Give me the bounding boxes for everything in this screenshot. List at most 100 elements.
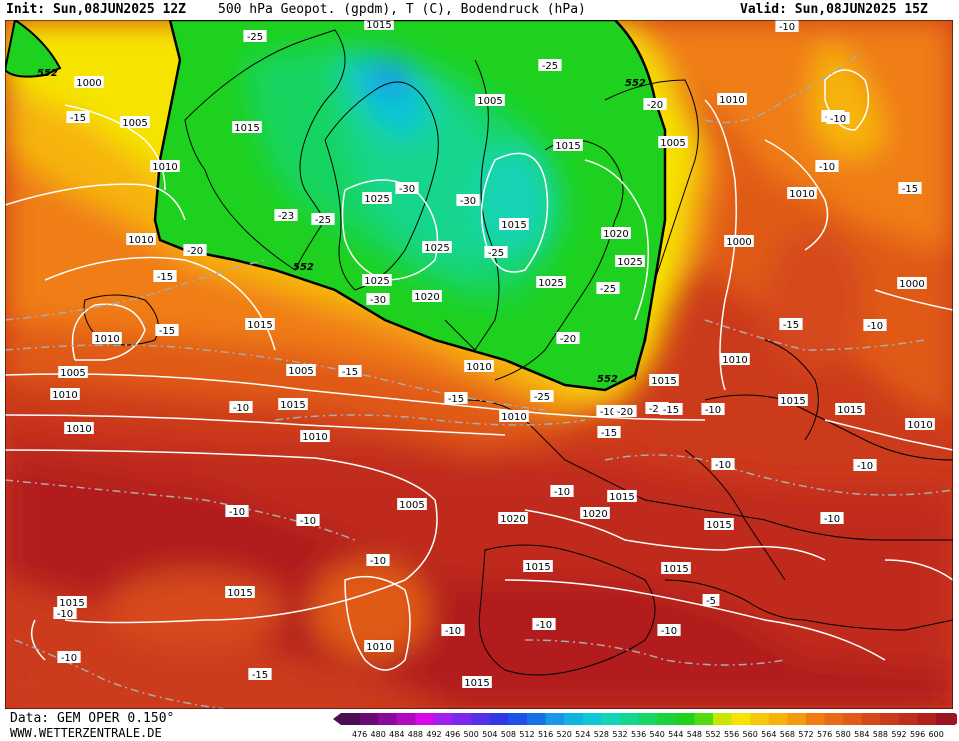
- isotherm-label: -20: [613, 405, 637, 418]
- site-link[interactable]: WWW.WETTERZENTRALE.DE: [10, 726, 162, 740]
- isobar-label: 1020: [498, 512, 528, 525]
- svg-text:-10: -10: [824, 514, 840, 525]
- svg-text:1010: 1010: [466, 362, 491, 373]
- svg-text:-10: -10: [705, 405, 721, 416]
- scale-tick-label: 540: [650, 730, 665, 739]
- isotherm-label: -10: [53, 607, 77, 620]
- isobar-label: 1005: [58, 366, 88, 379]
- isobar-label: 1015: [553, 139, 583, 152]
- svg-text:1015: 1015: [501, 220, 526, 231]
- scale-min-arrow: [333, 713, 341, 725]
- svg-text:1010: 1010: [52, 390, 77, 401]
- temperature-labels: -25 -25 -20 -15 -15 -15 -20 -15 -15 -10 -30 -30 -25 -…: [53, 20, 922, 681]
- svg-text:1000: 1000: [899, 279, 924, 290]
- isobar-label: 1015: [57, 596, 87, 609]
- svg-text:-25: -25: [247, 32, 263, 43]
- svg-text:-30: -30: [460, 196, 476, 207]
- scale-swatch: [806, 713, 825, 725]
- svg-text:1010: 1010: [907, 420, 932, 431]
- svg-text:1015: 1015: [227, 588, 252, 599]
- isotherm-label: -10: [820, 512, 844, 525]
- pressure-labels: 1015 1000 1005 1015 1010 1010 1005 1005 1010 1015…: [50, 20, 935, 689]
- scale-tick-label: 488: [408, 730, 423, 739]
- scale-tick-label: 568: [780, 730, 795, 739]
- isotherm-label: -10: [57, 651, 81, 664]
- temperature-isotherms: [5, 49, 953, 709]
- isotherm-label: -15: [338, 365, 362, 378]
- isobar-label: 1010: [499, 410, 529, 423]
- svg-text:-15: -15: [159, 326, 175, 337]
- isotherm-label: -25: [243, 30, 267, 43]
- scale-swatch: [731, 713, 751, 725]
- scale-tick-label: 524: [575, 730, 590, 739]
- svg-text:-15: -15: [663, 405, 679, 416]
- svg-text:-10: -10: [445, 626, 461, 637]
- svg-text:-15: -15: [342, 367, 358, 378]
- svg-text:1005: 1005: [399, 500, 424, 511]
- svg-text:-15: -15: [70, 113, 86, 124]
- svg-text:1015: 1015: [464, 678, 489, 689]
- svg-text:1010: 1010: [66, 424, 91, 435]
- svg-text:1015: 1015: [247, 320, 272, 331]
- isotherm-label: -15: [248, 668, 272, 681]
- isotherm-label: -10: [296, 514, 320, 527]
- isobar-label: 1015: [607, 490, 637, 503]
- svg-text:-25: -25: [488, 248, 504, 259]
- scale-tick-label: 528: [594, 730, 609, 739]
- scale-tick-label: 536: [631, 730, 646, 739]
- svg-text:1020: 1020: [603, 229, 628, 240]
- scale-swatch: [564, 713, 584, 725]
- isobar-label: 1015: [232, 121, 262, 134]
- svg-text:-10: -10: [370, 556, 386, 567]
- scale-swatch: [638, 713, 658, 725]
- isotherm-label: -25: [484, 246, 508, 259]
- color-scale-bar: [333, 713, 957, 725]
- isotherm-label: -10: [826, 112, 850, 125]
- svg-text:1010: 1010: [302, 432, 327, 443]
- isobar-label: 1005: [658, 136, 688, 149]
- scale-tick-label: 484: [389, 730, 404, 739]
- svg-text:-10: -10: [300, 516, 316, 527]
- isotherm-label: -10: [657, 624, 681, 637]
- isobar-label: 1025: [536, 276, 566, 289]
- svg-text:1000: 1000: [726, 237, 751, 248]
- scale-swatch: [750, 713, 770, 725]
- isotherm-label: -25: [596, 282, 620, 295]
- svg-text:1005: 1005: [122, 118, 147, 129]
- svg-text:-30: -30: [370, 295, 386, 306]
- isobar-label: 1000: [897, 277, 927, 290]
- isobar-label: 1000: [724, 235, 754, 248]
- isobar-label: 1000: [74, 76, 104, 89]
- contour-552-region: [5, 20, 62, 78]
- isotherm-label: -25: [538, 59, 562, 72]
- scale-swatch: [415, 713, 435, 725]
- svg-text:1015: 1015: [609, 492, 634, 503]
- svg-text:1015: 1015: [525, 562, 550, 573]
- scale-tick-label: 564: [761, 730, 776, 739]
- svg-text:-25: -25: [534, 392, 550, 403]
- scale-tick-label: 492: [426, 730, 441, 739]
- scale-swatch: [936, 713, 956, 725]
- isotherm-label: -15: [66, 111, 90, 124]
- scale-swatch: [527, 713, 546, 725]
- scale-tick-label: 592: [891, 730, 906, 739]
- scale-tick-label: 512: [519, 730, 534, 739]
- svg-text:-10: -10: [779, 22, 795, 33]
- color-scale-legend: 476 480 484 488 492 496 500 504 508 512 516 520 524 5…: [333, 713, 957, 739]
- svg-text:-20: -20: [647, 100, 663, 111]
- scale-tick-label: 576: [817, 730, 832, 739]
- svg-text:1015: 1015: [59, 598, 84, 609]
- isotherm-label: -30: [456, 194, 480, 207]
- isobar-label: 1010: [717, 93, 747, 106]
- svg-text:-20: -20: [617, 407, 633, 418]
- svg-text:1005: 1005: [660, 138, 685, 149]
- scale-swatch: [768, 713, 788, 725]
- scale-swatch: [694, 713, 714, 725]
- isobar-label: 1010: [64, 422, 94, 435]
- scale-tick-label: 548: [687, 730, 702, 739]
- svg-text:1010: 1010: [366, 642, 391, 653]
- isobar-label: 1015: [704, 518, 734, 531]
- isobar-label: 1025: [362, 192, 392, 205]
- isotherm-label: -10: [366, 554, 390, 567]
- isobar-label: 1010: [364, 640, 394, 653]
